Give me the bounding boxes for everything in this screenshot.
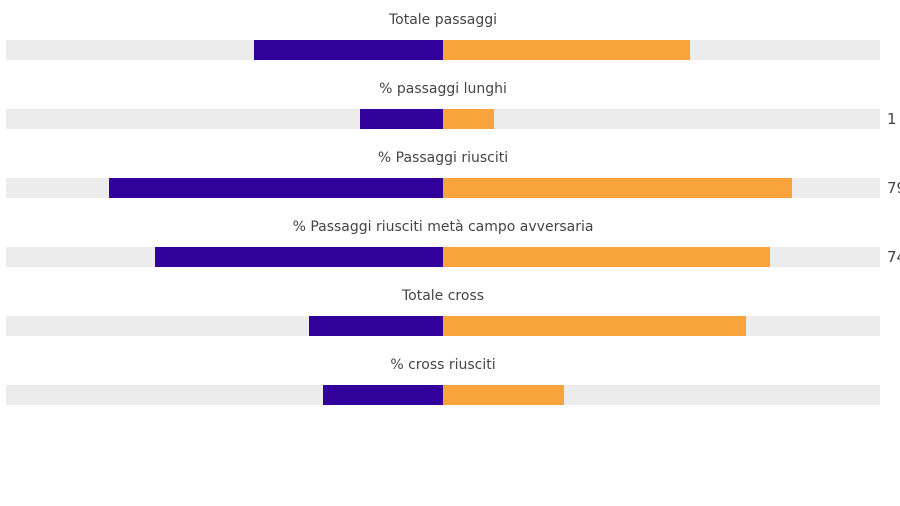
bar-left <box>154 247 443 267</box>
bar-right <box>443 40 691 60</box>
bar-right <box>443 109 494 129</box>
stat-label: % Passaggi riusciti metà campo avversari… <box>292 219 594 235</box>
stat-value-right: 74 <box>887 248 900 266</box>
stat-label: Totale passaggi <box>388 12 498 28</box>
bar-right <box>443 385 565 405</box>
stat-value-right: 79 <box>887 179 900 197</box>
stat-label: % cross riusciti <box>390 357 496 373</box>
stat-label: % Passaggi riusciti <box>377 150 509 166</box>
bar-right <box>443 178 792 198</box>
stat-value-right: 1 <box>887 110 897 128</box>
stat-label: % passaggi lunghi <box>379 81 507 97</box>
bar-left <box>359 109 443 129</box>
bar-left <box>254 40 443 60</box>
bar-right <box>443 316 747 336</box>
bar-left <box>109 178 443 198</box>
bar-left <box>323 385 443 405</box>
stat-label: Totale cross <box>401 288 485 304</box>
bar-left <box>309 316 443 336</box>
bar-right <box>443 247 770 267</box>
